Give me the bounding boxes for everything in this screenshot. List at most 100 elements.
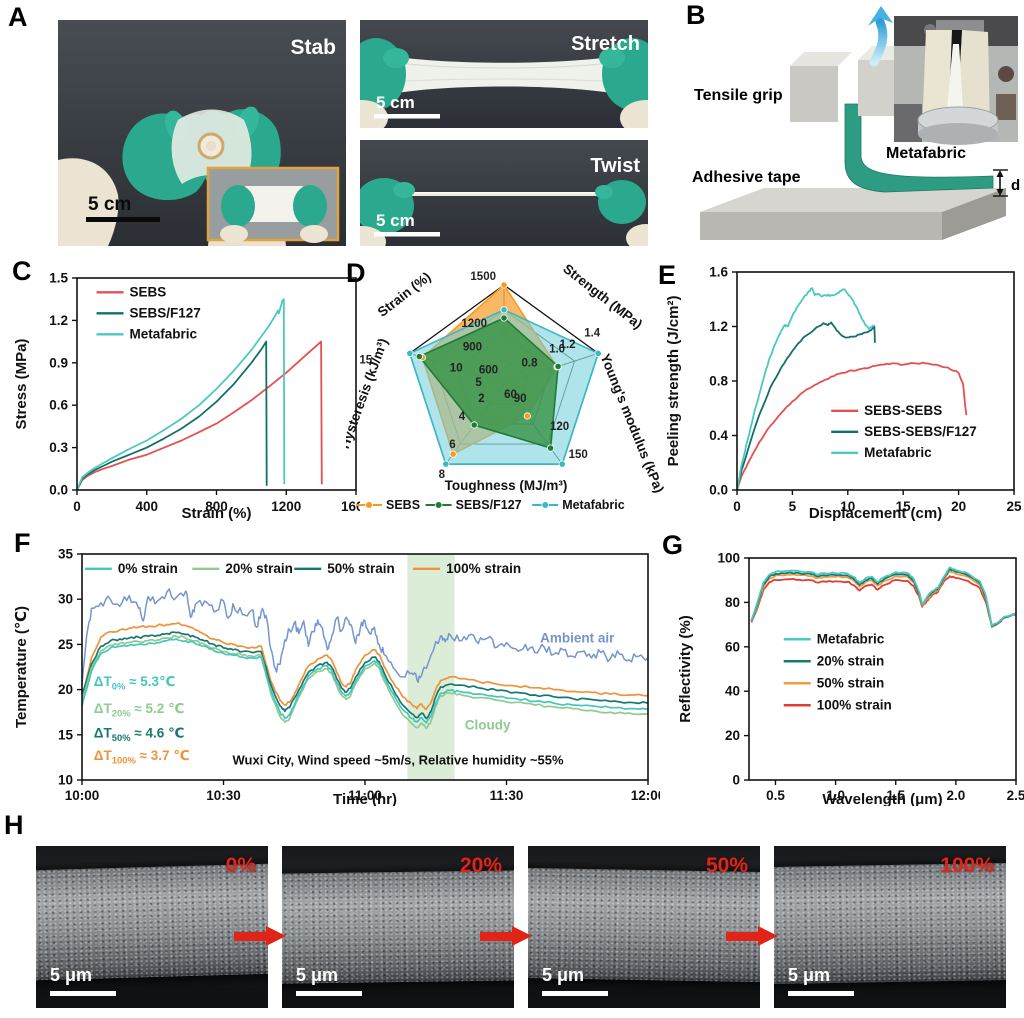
svg-text:SEBS-SEBS/F127: SEBS-SEBS/F127	[864, 424, 977, 439]
reflectivity-chart: 0.5 1.0 1.5 2.0 2.5 0 20 40 60 80 100 Wavelength (μ…	[660, 524, 1024, 809]
svg-text:12:00: 12:00	[631, 788, 660, 803]
panel-letter-d: D	[346, 258, 366, 288]
twist-label: Twist	[590, 155, 640, 177]
adhesive-tape-label: Adhesive tape	[692, 169, 801, 186]
temperature-time-chart: 10:00 10:30 11:00 11:30 12:00 10 15 20 25 30 35 Tim…	[8, 524, 665, 809]
svg-text:Strain (%): Strain (%)	[375, 269, 434, 320]
svg-text:Time (hr): Time (hr)	[333, 791, 397, 806]
svg-text:1.2: 1.2	[49, 313, 68, 328]
svg-text:10: 10	[450, 363, 463, 375]
radar-chart: 600 900 1200 1500 0.8 1.0 1.2 1.4 60 90 120 150 2 4 6 8…	[337, 256, 667, 523]
adhesive-tape-slab	[700, 188, 1006, 240]
svg-text:25: 25	[58, 637, 74, 652]
svg-text:Cloudy: Cloudy	[465, 717, 511, 732]
svg-text:0.0: 0.0	[709, 483, 728, 498]
inset-machine-photo	[894, 16, 1018, 145]
svg-text:2: 2	[478, 393, 484, 405]
svg-text:1.0: 1.0	[549, 344, 565, 356]
svg-text:0.3: 0.3	[49, 440, 68, 455]
svg-text:400: 400	[135, 499, 158, 514]
peel-test-schematic: Tensile grip Metafabric Adhesive tape d	[690, 4, 1024, 252]
svg-text:1200: 1200	[461, 318, 487, 330]
photo-stab: Stab 5 cm	[58, 20, 346, 246]
svg-text:Stress (MPa): Stress (MPa)	[13, 339, 30, 430]
photo-twist: Twist 5 cm	[338, 140, 666, 258]
svg-text:0.4: 0.4	[709, 428, 728, 443]
scale-bar: 5 μm	[788, 965, 854, 996]
svg-text:15: 15	[58, 727, 74, 742]
sem-image-100pct: 100% 5 μm	[774, 846, 1006, 1008]
sem-image-20pct: 20% 5 μm	[282, 846, 514, 1008]
scale-bar	[374, 114, 440, 119]
svg-text:0.5: 0.5	[766, 788, 785, 803]
svg-text:Ambient air: Ambient air	[540, 631, 615, 646]
sem-image-50pct: 50% 5 μm	[528, 846, 760, 1008]
panel-letter-f: F	[14, 528, 31, 558]
svg-text:SEBS/F127: SEBS/F127	[130, 305, 201, 320]
thickness-d-arrow-icon	[993, 169, 1008, 197]
fiber-texture	[36, 863, 268, 981]
svg-text:0.8: 0.8	[709, 374, 728, 389]
svg-text:1.6: 1.6	[709, 265, 728, 280]
strain-percent-label: 20%	[459, 854, 502, 877]
svg-text:100% strain: 100% strain	[817, 697, 892, 712]
svg-text:5: 5	[475, 377, 482, 389]
svg-text:150: 150	[569, 449, 588, 461]
svg-text:11:00: 11:00	[348, 788, 382, 803]
svg-text:SEBS: SEBS	[386, 498, 420, 512]
svg-text:0: 0	[73, 499, 81, 514]
scale-bar-label: 5 cm	[88, 194, 131, 215]
svg-text:60: 60	[504, 389, 517, 401]
svg-text:Peeling strength (J/cm²): Peeling strength (J/cm²)	[665, 296, 682, 467]
svg-text:20% strain: 20% strain	[817, 653, 885, 668]
scale-bar-label: 5 cm	[376, 211, 415, 230]
svg-text:ΔT50% ≈ 4.6 ℃: ΔT50% ≈ 4.6 ℃	[94, 726, 185, 745]
peeling-strength-chart: 0 5 10 15 20 25 0.0 0.4 0.8 1.2 1.6 Displacement (c…	[660, 256, 1024, 523]
sem-image-0pct: 0% 5 μm	[36, 846, 268, 1008]
svg-text:ΔT100% ≈ 3.7 ℃: ΔT100% ≈ 3.7 ℃	[94, 748, 190, 767]
svg-text:90: 90	[514, 393, 527, 405]
svg-text:20: 20	[725, 728, 740, 743]
svg-text:30: 30	[58, 592, 73, 607]
stress-strain-chart: 0400800120016000.00.30.60.91.21.5Strain …	[8, 256, 371, 523]
svg-text:Strain (%): Strain (%)	[181, 505, 251, 522]
svg-text:20: 20	[58, 682, 73, 697]
svg-text:1.0: 1.0	[826, 788, 845, 803]
svg-text:1.4: 1.4	[584, 327, 601, 339]
svg-text:4: 4	[459, 411, 466, 423]
svg-text:Metafabric: Metafabric	[817, 631, 885, 646]
svg-text:50% strain: 50% strain	[327, 561, 395, 576]
right-arrow-icon	[480, 926, 532, 947]
tensile-grip-label: Tensile grip	[694, 87, 783, 104]
svg-text:Toughness (MJ/m³): Toughness (MJ/m³)	[445, 478, 568, 493]
svg-text:ΔT20% ≈ 5.2 ℃: ΔT20% ≈ 5.2 ℃	[94, 701, 185, 720]
svg-text:800: 800	[205, 499, 228, 514]
svg-text:10:30: 10:30	[206, 788, 241, 803]
svg-text:600: 600	[479, 364, 498, 376]
metafabric-label: Metafabric	[886, 145, 966, 162]
panel-letter-b: B	[686, 0, 706, 30]
svg-text:0: 0	[732, 773, 740, 788]
scale-bar: 5 μm	[296, 965, 362, 996]
stretched-fabric	[390, 56, 618, 94]
sleeve	[58, 158, 119, 246]
svg-text:0.9: 0.9	[49, 355, 68, 370]
svg-text:100: 100	[717, 551, 740, 566]
svg-text:0% strain: 0% strain	[118, 561, 178, 576]
svg-text:Metafabric: Metafabric	[864, 445, 932, 460]
stretch-label: Stretch	[571, 33, 640, 55]
svg-text:40: 40	[725, 684, 740, 699]
strain-percent-label: 0%	[225, 854, 256, 877]
svg-text:11:30: 11:30	[490, 788, 524, 803]
svg-text:1.2: 1.2	[560, 339, 576, 351]
svg-text:25: 25	[1006, 499, 1022, 514]
scale-bar-label: 5 cm	[376, 93, 415, 112]
svg-text:8: 8	[439, 469, 446, 481]
svg-text:Strength (MPa): Strength (MPa)	[560, 261, 645, 332]
svg-text:SEBS: SEBS	[130, 284, 167, 299]
strain-percent-label: 50%	[705, 854, 748, 877]
panel-letter-c: C	[12, 256, 32, 286]
svg-text:2.5: 2.5	[1007, 788, 1024, 803]
twisted-cord	[394, 192, 616, 196]
